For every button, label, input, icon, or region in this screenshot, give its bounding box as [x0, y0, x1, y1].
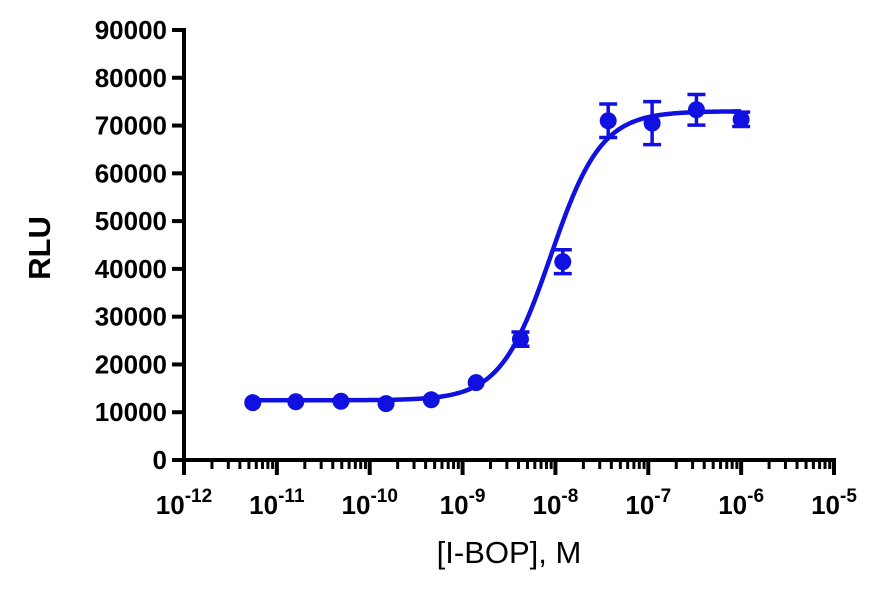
data-point [687, 92, 706, 127]
data-marker [643, 114, 661, 132]
data-point [332, 392, 350, 410]
x-tick-label: 10-12 [156, 486, 212, 520]
data-point [643, 99, 662, 147]
data-marker [287, 393, 305, 411]
data-point [599, 102, 618, 140]
data-point [732, 110, 751, 129]
x-tick-label: 10-6 [718, 486, 764, 520]
data-point [244, 394, 262, 412]
y-tick-label: 50000 [95, 206, 167, 236]
data-points-layer [244, 92, 751, 413]
data-point [377, 395, 395, 413]
y-tick-label: 20000 [95, 349, 167, 379]
data-marker [599, 112, 617, 130]
data-marker [332, 392, 350, 410]
y-tick-label: 90000 [95, 15, 167, 45]
x-tick-label: 10-11 [249, 486, 305, 520]
y-tick-label: 80000 [95, 63, 167, 93]
data-marker [467, 374, 485, 392]
y-tick-label: 0 [153, 445, 167, 475]
y-tick-label: 40000 [95, 254, 167, 284]
y-tick-label: 70000 [95, 111, 167, 141]
data-marker [377, 395, 395, 413]
x-tick-label: 10-5 [811, 486, 857, 520]
data-marker [422, 391, 440, 409]
data-marker [511, 330, 529, 348]
fit-curve [252, 109, 742, 403]
y-tick-label: 10000 [95, 397, 167, 427]
data-marker [244, 394, 262, 412]
data-point [287, 393, 305, 411]
x-axis: 10-12 10-11 10-10 10-9 10-8 10-7 10-6 10-5 [156, 458, 857, 520]
x-axis-title: [I-BOP], M [437, 535, 582, 570]
x-tick-label: 10-8 [533, 486, 579, 520]
y-tick-label: 60000 [95, 158, 167, 188]
data-point [422, 391, 440, 409]
data-marker [687, 101, 705, 119]
data-point [553, 248, 572, 276]
x-tick-label: 10-7 [625, 486, 671, 520]
y-axis-title: RLU [22, 216, 57, 280]
x-tick-label: 10-10 [342, 486, 398, 520]
y-axis: 0 10000 20000 30000 40000 50000 60000 70000 8000… [95, 15, 186, 475]
data-point [511, 330, 530, 349]
y-tick-label: 30000 [95, 302, 167, 332]
data-marker [554, 253, 572, 271]
data-point [467, 374, 485, 392]
x-tick-label: 10-9 [440, 486, 486, 520]
fit-curve-layer [252, 109, 742, 403]
data-marker [732, 110, 750, 128]
